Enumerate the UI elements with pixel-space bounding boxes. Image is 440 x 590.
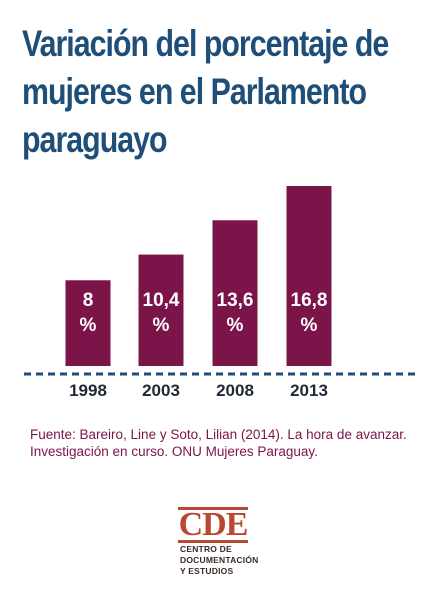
- x-tick-label: 1998: [69, 381, 107, 400]
- x-tick-label: 2003: [142, 381, 180, 400]
- bar-value-label: 13,6%: [217, 290, 254, 336]
- logo-line-2: DOCUMENTACIÓN: [180, 555, 259, 565]
- bar-2008: [212, 220, 258, 366]
- chart-title: Variación del porcentaje de mujeres en e…: [22, 23, 389, 160]
- bar-value-label: 8%: [80, 290, 97, 336]
- x-axis-ticks: 1998 2003 2008 2013: [69, 381, 328, 400]
- bars-group: 8 % 10,4 % 13,6 % 16,8%: [65, 186, 332, 366]
- x-tick-label: 2008: [216, 381, 254, 400]
- bar-value-label: 16,8%: [291, 290, 328, 336]
- logo-line-3: Y ESTUDIOS: [180, 566, 234, 576]
- logo-line-1: CENTRO DE: [180, 544, 232, 554]
- bar-2013: [286, 186, 332, 366]
- bar-2003: [138, 254, 184, 366]
- source-note: Fuente: Bareiro, Line y Soto, Lilian (20…: [30, 427, 407, 459]
- bar-chart: 8 % 10,4 % 13,6 % 16,8% 1998 2003 2008 2013: [24, 186, 418, 400]
- bar-value-label: 10,4%: [143, 290, 180, 336]
- x-tick-label: 2013: [290, 381, 328, 400]
- cde-logo: CDE CENTRO DE DOCUMENTACIÓN Y ESTUDIOS: [178, 506, 268, 576]
- logo-mark: CDE: [178, 506, 248, 543]
- bar-1998: [65, 280, 111, 366]
